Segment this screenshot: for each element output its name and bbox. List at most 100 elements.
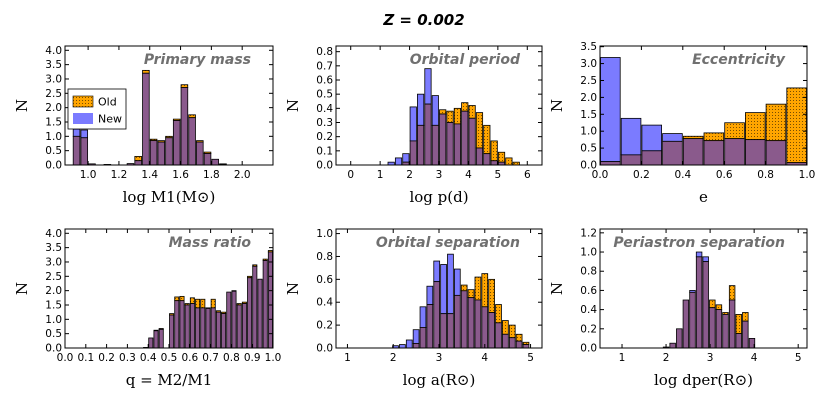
y-tick-label: 2.0	[580, 92, 597, 104]
new-bar	[433, 260, 441, 283]
panel-3: 0.00.51.01.52.02.53.03.54.00.0 0.1 0.2 0.3 0…	[13, 228, 281, 389]
overlap-bar	[703, 140, 725, 166]
y-tick-label: 3.0	[580, 58, 597, 70]
old-bar	[453, 107, 461, 125]
old-bar	[481, 273, 489, 308]
x-tick-label: 5	[795, 352, 802, 364]
overlap-bar	[440, 313, 447, 349]
panel-5: 0.0 0.2 0.4 0.6 0.8 1.0 1.2 1 2 3 4 5 Periastron sep…	[548, 227, 808, 389]
overlap-bar	[215, 311, 221, 349]
y-tick-label: 0.0	[45, 160, 62, 172]
overlap-bar	[203, 153, 212, 166]
panel-title: Periastron separation	[613, 235, 785, 251]
new-bar	[394, 157, 403, 166]
overlap-bar	[409, 140, 417, 166]
old-bar	[742, 312, 749, 322]
y-tick-label: 2.5	[45, 271, 62, 283]
x-tick-label: 5	[495, 169, 502, 181]
panel-title: Primary mass	[144, 52, 251, 68]
y-tick-label: 0.6	[580, 285, 597, 297]
overlap-bar	[149, 140, 158, 166]
new-bar	[417, 93, 425, 126]
overlap-bar	[682, 138, 704, 166]
new-bar	[431, 95, 439, 126]
old-bar	[189, 297, 195, 304]
overlap-bar	[211, 158, 219, 166]
old-bar	[483, 124, 491, 155]
y-tick-label: 3.0	[45, 256, 62, 268]
y-tick-label: 1.5	[45, 116, 62, 128]
overlap-bar	[453, 123, 461, 166]
y-tick-label: 1.0	[45, 314, 62, 326]
old-bar	[497, 151, 506, 163]
overlap-bar	[735, 333, 742, 349]
overlap-bar	[488, 312, 495, 349]
x-tick-label: 2	[406, 169, 413, 181]
overlap-bar	[205, 308, 211, 349]
legend-label: New	[98, 113, 122, 126]
x-tick-label: 3	[436, 352, 443, 364]
new-bar	[447, 253, 454, 315]
overlap-bar	[200, 307, 206, 349]
x-axis-label: log M1(M⊙)	[123, 188, 216, 206]
x-tick-label: 0.8	[223, 352, 240, 364]
y-tick-label: 0.2	[316, 320, 333, 332]
overlap-bar	[439, 113, 447, 166]
old-bar	[461, 102, 469, 112]
y-tick-label: 1.0	[45, 131, 62, 143]
panel-0: 0.0 0.5 1.0 1.5 2.0 2.5 3.0 3.5 4.0 1.0 1.2 1.4 1.6 1…	[13, 45, 274, 206]
new-bar	[702, 256, 709, 263]
y-tick-label: 0.8	[316, 251, 333, 263]
y-tick-label: 2.0	[45, 285, 62, 297]
overlap-bar	[474, 299, 482, 349]
old-bar	[488, 278, 495, 313]
x-tick-label: 0.2	[98, 352, 115, 364]
x-axis-label: log dper(R⊙)	[654, 371, 753, 389]
overlap-bar	[157, 141, 166, 166]
y-tick-label: 1.5	[45, 299, 62, 311]
y-tick-label: 0.3	[316, 117, 333, 129]
y-tick-label: 0.0	[580, 343, 597, 355]
y-tick-label: 0.5	[45, 145, 62, 157]
overlap-bar	[247, 277, 253, 349]
overlap-bar	[179, 300, 185, 349]
y-tick-label: 0.7	[316, 60, 333, 72]
overlap-bar	[600, 161, 621, 166]
overlap-bar	[257, 278, 263, 349]
overlap-bar	[460, 290, 468, 349]
overlap-bar	[142, 72, 150, 166]
panels: 0.0 0.5 1.0 1.5 2.0 2.5 3.0 3.5 4.0 1.0 1.2 1.4 1.6 1…	[13, 41, 815, 389]
overlap-bar	[424, 103, 432, 166]
overlap-bar	[722, 314, 729, 349]
overlap-bar	[148, 337, 154, 349]
figure-title: Z = 0.002	[382, 11, 464, 29]
y-tick-label: 0.5	[45, 328, 62, 340]
y-tick-label: 3.5	[45, 242, 62, 254]
x-tick-label: 1	[619, 352, 626, 364]
y-tick-label: 0.0	[580, 160, 597, 172]
x-tick-label: 0.6	[716, 169, 733, 181]
overlap-bar	[169, 314, 175, 349]
overlap-bar	[236, 304, 242, 349]
overlap-bar	[184, 304, 190, 349]
old-bar	[475, 112, 484, 149]
overlap-bar	[508, 337, 516, 349]
x-tick-label: 1.8	[203, 169, 220, 181]
overlap-bar	[180, 87, 189, 166]
x-tick-label: 3	[436, 169, 443, 181]
overlap-bar	[515, 340, 523, 349]
x-axis-label: e	[699, 188, 708, 206]
new-bar	[412, 329, 420, 344]
overlap-bar	[709, 307, 716, 349]
x-tick-label: 0.0	[57, 352, 74, 364]
new-bar	[453, 268, 461, 296]
y-tick-label: 0.2	[316, 131, 333, 143]
x-axis-label: log a(R⊙)	[403, 371, 476, 389]
old-bar	[142, 69, 150, 74]
plot-frame	[599, 45, 808, 166]
overlap-bar	[669, 342, 676, 349]
overlap-bar	[481, 306, 489, 349]
overlap-bar	[426, 304, 434, 349]
overlap-bar	[461, 110, 469, 166]
